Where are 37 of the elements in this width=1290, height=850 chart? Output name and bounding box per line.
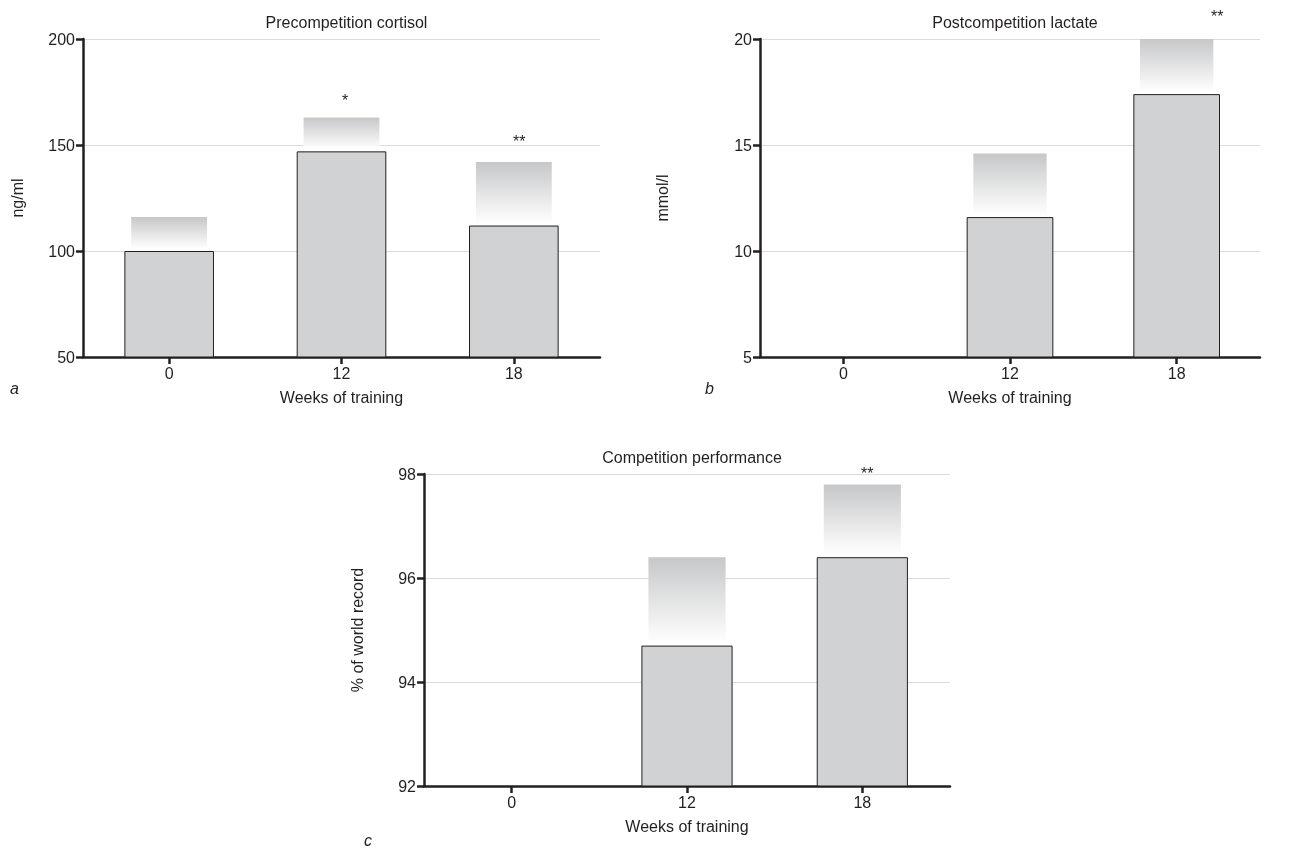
y-tick-label: 20 xyxy=(734,30,753,48)
x-tick-label: 12 xyxy=(678,793,696,811)
y-tick-label: 92 xyxy=(398,777,417,795)
y-tick-label: 150 xyxy=(48,136,76,154)
text: ** xyxy=(1211,7,1224,25)
text: a xyxy=(10,379,19,397)
y-tick-label: 96 xyxy=(398,569,417,587)
y-tick-label: 10 xyxy=(734,242,753,260)
y-tick-label: 200 xyxy=(48,30,76,48)
x-axis-title: Weeks of training xyxy=(625,817,749,835)
y-axis-title: mmol/l xyxy=(653,174,671,222)
x-tick-label: 18 xyxy=(853,793,872,811)
x-tick-label: 12 xyxy=(332,364,351,382)
y-tick-label: 50 xyxy=(57,348,76,366)
x-axis-title: Weeks of training xyxy=(279,388,404,406)
x-axis-title: Weeks of training xyxy=(948,388,1072,406)
annotation: ** xyxy=(513,132,526,150)
y-axis-title: % of world record xyxy=(348,567,366,693)
chart-title: Competition performance xyxy=(602,448,782,466)
annotation: ** xyxy=(861,464,874,482)
x-tick-label: 0 xyxy=(838,364,848,382)
y-tick-label: 5 xyxy=(743,348,753,366)
annotation: * xyxy=(342,91,349,109)
x-tick-label: 18 xyxy=(504,364,523,382)
y-tick-label: 94 xyxy=(398,673,417,691)
x-tick-label: 12 xyxy=(1001,364,1019,382)
chart-title: Precompetition cortisol xyxy=(265,13,428,31)
y-tick-label: 15 xyxy=(734,136,753,154)
text: c xyxy=(364,831,372,849)
chart-title: Postcompetition lactate xyxy=(932,13,1098,31)
x-tick-label: 0 xyxy=(507,793,517,811)
y-axis-title: ng/ml xyxy=(8,178,26,218)
text: b xyxy=(705,379,714,397)
x-tick-label: 0 xyxy=(164,364,174,382)
y-tick-label: 100 xyxy=(48,242,76,260)
y-tick-label: 98 xyxy=(398,465,417,483)
x-tick-label: 18 xyxy=(1167,364,1186,382)
